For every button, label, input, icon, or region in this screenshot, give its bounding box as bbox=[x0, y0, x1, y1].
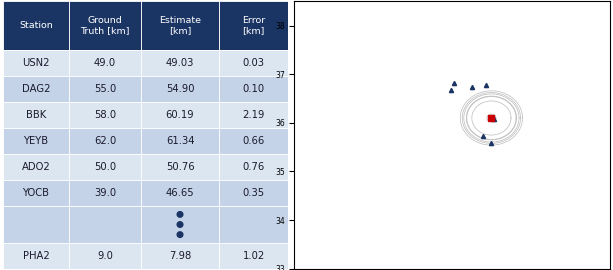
Bar bbox=[219, 76, 289, 102]
Bar bbox=[69, 207, 142, 242]
Text: 50.76: 50.76 bbox=[166, 162, 194, 172]
Text: ADO2: ADO2 bbox=[21, 162, 50, 172]
Bar bbox=[69, 180, 142, 207]
Text: 0.66: 0.66 bbox=[242, 136, 265, 146]
Text: Ground
Truth [km]: Ground Truth [km] bbox=[80, 16, 130, 35]
Bar bbox=[142, 207, 219, 242]
Bar bbox=[69, 1, 142, 50]
Bar bbox=[69, 102, 142, 128]
Bar bbox=[219, 128, 289, 154]
Bar bbox=[3, 128, 69, 154]
Bar bbox=[69, 50, 142, 76]
Circle shape bbox=[177, 212, 183, 217]
Circle shape bbox=[177, 222, 183, 227]
Bar bbox=[142, 128, 219, 154]
Text: YEYB: YEYB bbox=[23, 136, 48, 146]
Text: Estimate
[km]: Estimate [km] bbox=[159, 16, 201, 35]
Bar bbox=[142, 102, 219, 128]
Text: 62.0: 62.0 bbox=[94, 136, 116, 146]
Text: 60.19: 60.19 bbox=[166, 110, 194, 120]
Bar bbox=[142, 180, 219, 207]
Text: PHA2: PHA2 bbox=[23, 251, 49, 261]
Bar bbox=[3, 102, 69, 128]
Bar bbox=[3, 50, 69, 76]
Text: Station: Station bbox=[19, 21, 53, 30]
Text: DAG2: DAG2 bbox=[21, 84, 50, 94]
Text: 0.03: 0.03 bbox=[243, 58, 265, 68]
Text: 54.90: 54.90 bbox=[166, 84, 194, 94]
Bar bbox=[142, 154, 219, 180]
Circle shape bbox=[177, 232, 183, 237]
Text: 1.02: 1.02 bbox=[242, 251, 265, 261]
Text: 49.03: 49.03 bbox=[166, 58, 194, 68]
Text: 50.0: 50.0 bbox=[94, 162, 116, 172]
Bar bbox=[3, 76, 69, 102]
Text: 55.0: 55.0 bbox=[94, 84, 116, 94]
Bar bbox=[142, 76, 219, 102]
Text: 49.0: 49.0 bbox=[94, 58, 116, 68]
Bar bbox=[69, 154, 142, 180]
Bar bbox=[3, 1, 69, 50]
Bar bbox=[142, 242, 219, 269]
Text: USN2: USN2 bbox=[22, 58, 50, 68]
Text: 39.0: 39.0 bbox=[94, 188, 116, 198]
Bar bbox=[219, 102, 289, 128]
Bar bbox=[3, 207, 69, 242]
Text: 58.0: 58.0 bbox=[94, 110, 116, 120]
Bar bbox=[3, 180, 69, 207]
Bar bbox=[69, 242, 142, 269]
Bar bbox=[219, 50, 289, 76]
Text: 9.0: 9.0 bbox=[97, 251, 113, 261]
Bar bbox=[142, 1, 219, 50]
Bar bbox=[3, 154, 69, 180]
Text: 2.19: 2.19 bbox=[242, 110, 265, 120]
Text: 0.76: 0.76 bbox=[242, 162, 265, 172]
Text: 0.10: 0.10 bbox=[243, 84, 265, 94]
Bar bbox=[219, 180, 289, 207]
Bar bbox=[142, 50, 219, 76]
Text: 61.34: 61.34 bbox=[166, 136, 194, 146]
Text: Error
[km]: Error [km] bbox=[242, 16, 265, 35]
Bar bbox=[3, 242, 69, 269]
Bar bbox=[69, 128, 142, 154]
Text: BBK: BBK bbox=[26, 110, 46, 120]
Bar bbox=[69, 76, 142, 102]
Bar bbox=[219, 154, 289, 180]
Text: 46.65: 46.65 bbox=[166, 188, 194, 198]
Bar bbox=[219, 242, 289, 269]
Bar bbox=[219, 1, 289, 50]
Bar bbox=[219, 207, 289, 242]
Text: 7.98: 7.98 bbox=[169, 251, 191, 261]
Text: YOCB: YOCB bbox=[23, 188, 50, 198]
Text: 0.35: 0.35 bbox=[243, 188, 265, 198]
